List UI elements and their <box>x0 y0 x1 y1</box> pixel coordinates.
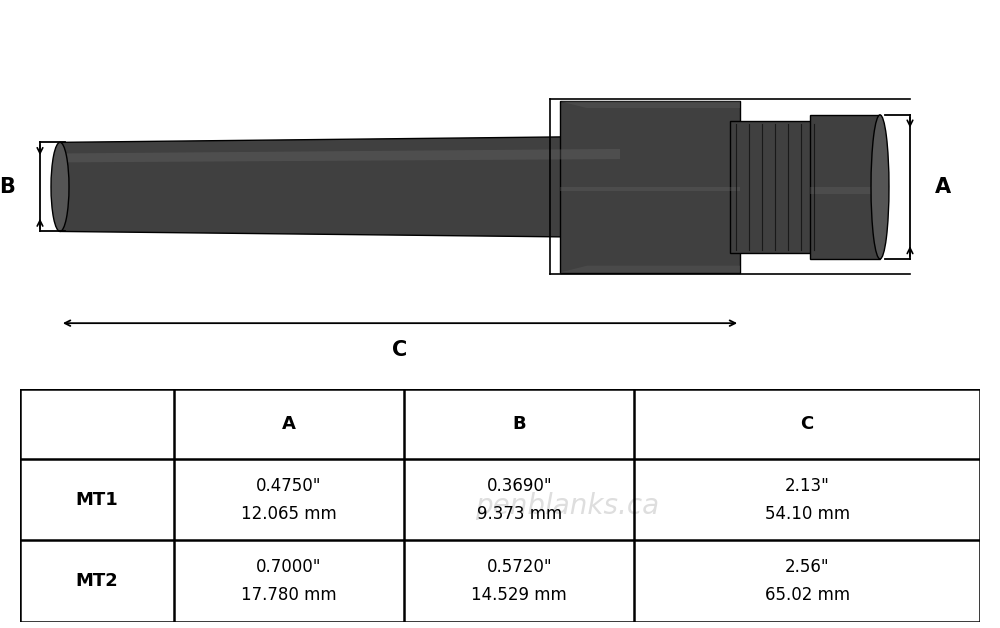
Text: C: C <box>801 415 814 433</box>
Ellipse shape <box>51 143 69 232</box>
Text: MT1: MT1 <box>75 490 118 509</box>
Bar <box>560 187 740 191</box>
Text: MT2: MT2 <box>75 572 118 590</box>
Text: penblanks.ca: penblanks.ca <box>475 492 659 519</box>
Polygon shape <box>560 266 740 273</box>
Polygon shape <box>60 136 620 237</box>
Text: A: A <box>282 415 296 433</box>
Bar <box>730 121 820 253</box>
Text: A: A <box>935 177 951 197</box>
Polygon shape <box>560 101 740 108</box>
Text: 0.4750"
12.065 mm: 0.4750" 12.065 mm <box>241 477 337 522</box>
Text: 2.13"
54.10 mm: 2.13" 54.10 mm <box>765 477 850 522</box>
Text: 2.56"
65.02 mm: 2.56" 65.02 mm <box>765 558 850 604</box>
Bar <box>560 101 740 273</box>
Text: C: C <box>392 340 408 360</box>
Bar <box>810 115 880 259</box>
Ellipse shape <box>871 115 889 259</box>
Text: 0.3690"
9.373 mm: 0.3690" 9.373 mm <box>477 477 562 522</box>
Text: B: B <box>0 177 15 197</box>
Text: 0.7000"
17.780 mm: 0.7000" 17.780 mm <box>241 558 337 604</box>
Polygon shape <box>60 149 620 163</box>
Bar <box>810 187 880 194</box>
Text: B: B <box>512 415 526 433</box>
Text: 0.5720"
14.529 mm: 0.5720" 14.529 mm <box>471 558 567 604</box>
